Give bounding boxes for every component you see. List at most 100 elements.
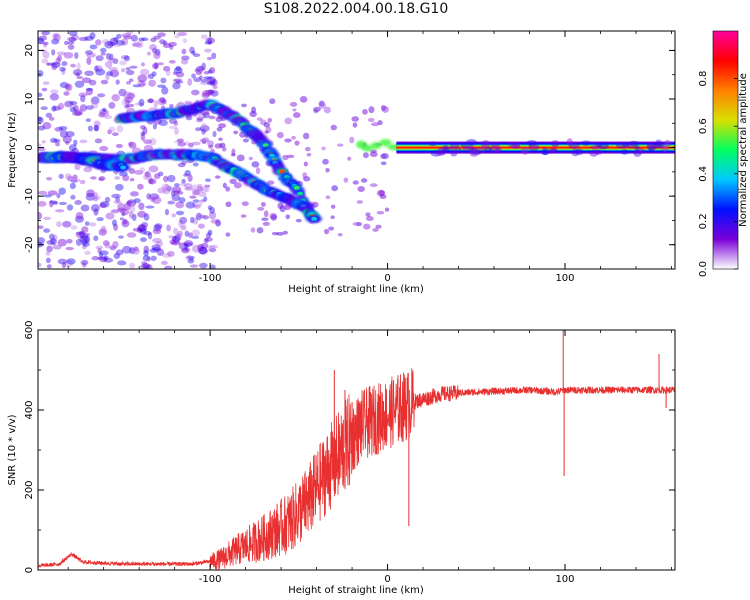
spectrogram-speckle [262,221,270,227]
spectrogram-speckle [38,37,45,45]
steady-band-speckle [452,147,462,153]
spectrogram-speckle [52,244,62,250]
spectrogram-speckle [202,215,209,220]
spectrogram-speckle [173,190,180,196]
spectrogram-speckle [111,219,117,227]
spectrogram-speckle [75,238,82,246]
spectrogram-speckle [240,214,247,218]
spectrogram-speckle [84,235,91,244]
spectrogram-speckle [343,177,349,183]
spectrogram-speckle [162,187,171,195]
spectrogram-speckle [198,65,204,74]
spectrogram-speckle [115,143,123,149]
y-tick-label: 0 [24,144,35,150]
spectrogram-speckle [191,73,196,79]
x-tick-label: 0 [384,574,390,585]
spectrogram-speckle [95,245,104,250]
spectrogram-speckle [111,193,121,199]
steady-band-speckle [495,146,502,154]
spectrogram-speckle [352,222,360,226]
spectrogram-speckle [99,202,107,208]
spectrogram-speckle [152,228,162,235]
spectrogram-speckle [105,73,110,81]
steady-band-speckle [471,147,478,153]
spectrogram-speckle [64,173,72,180]
spectrogram-speckle [63,51,74,59]
spectrogram-speckle [168,125,178,130]
colorbar-tick-label: 0.4 [698,166,709,182]
spectrogram-speckle [197,246,207,255]
spectrogram-speckle [38,200,47,207]
spectrogram-speckle [186,255,195,259]
steady-band-speckle [547,148,558,153]
spectrogram-speckle [41,87,48,92]
spectrogram-speckle [95,65,103,72]
spectrogram-speckle [105,52,111,60]
spectrogram-speckle [157,98,167,106]
spectrogram-speckle [67,41,75,45]
spectrogram-speckle [124,202,132,211]
spectrogram-speckle [291,135,296,140]
x-tick-label: -100 [199,273,222,284]
spectrogram-speckle [170,190,176,197]
spectrogram-speckle [149,137,157,146]
spectrogram-speckle [143,231,152,236]
spectrogram-speckle [38,147,46,151]
spectrogram-speckle [149,193,160,200]
spectrogram-speckle [267,117,273,123]
spectrogram-blob [379,138,392,147]
spectrogram-speckle [205,37,215,44]
steady-band-speckle [508,141,520,149]
spectrogram-speckle [161,86,169,95]
spectrogram-speckle [40,106,48,111]
spectrogram-speckle [104,242,111,249]
spectrogram-speckle [85,87,94,91]
steady-band-speckle [595,142,603,148]
spectrogram-speckle [85,87,94,96]
spectrogram-speckle [79,104,88,112]
spectrogram-speckle [204,77,214,83]
steady-band-speckle [470,148,479,153]
spectrogram-speckle [171,186,182,193]
spectrogram-speckle [83,166,93,173]
spectrogram-speckle [120,55,129,60]
colorbar: 0.0 0.2 0.4 0.6 0.8 Normalized spectral ampl… [698,30,749,277]
spectrogram-speckle [302,172,308,179]
spectrogram-speckle [148,79,156,87]
spectrogram-speckle [209,67,216,74]
snr-line-layer [38,330,675,570]
spectrogram-speckle [125,67,131,71]
spectrogram-speckle [191,184,200,190]
spectrogram-speckle [188,232,193,238]
spectrogram-speckle [369,151,378,158]
steady-band-speckle [460,142,469,148]
spectrogram-speckle [157,32,166,37]
spectrogram-speckle [38,143,42,147]
spectrogram-speckle [207,69,213,74]
spectrogram-speckle [123,35,132,40]
spectrogram-speckle [98,256,108,263]
spectrogram-speckle [145,205,155,209]
spectrogram-speckle [120,208,130,216]
spectrogram-speckle [104,196,111,203]
spectrogram-speckle [218,137,223,141]
spectrogram-speckle [63,40,69,46]
spectrogram-speckle [92,197,99,202]
spectrogram-speckle [164,208,170,216]
spectrogram-speckle [65,130,75,138]
spectrogram-speckle [209,206,216,214]
spectrogram-speckle [194,68,200,73]
spectrogram-speckle [87,125,93,132]
spectrogram-speckle [79,236,90,243]
spectrogram-speckle [104,40,114,49]
spectrogram-speckle [305,146,311,152]
spectrogram-speckle [197,191,207,197]
spectrogram-speckle [84,35,94,41]
spectrogram-speckle [193,189,200,196]
spectrogram-speckle [99,145,109,152]
spectrogram-speckle [59,81,69,89]
spectrogram-speckle [86,189,95,197]
spectrogram-speckle [128,141,137,149]
spectrogram-speckle [118,235,124,239]
spectrogram-speckle [233,182,242,189]
